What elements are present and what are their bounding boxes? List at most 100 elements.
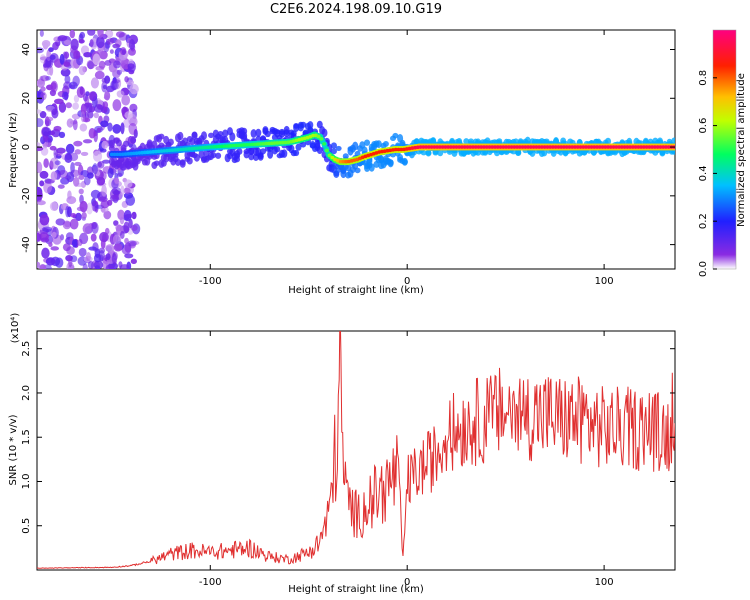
heatmap-cell (330, 142, 337, 150)
heatmap-cell (69, 30, 76, 39)
heatmap-cell (39, 111, 47, 119)
heatmap-cell (109, 49, 114, 54)
heatmap-cell (70, 212, 77, 218)
heatmap-cell (628, 145, 633, 149)
heatmap-cell (120, 122, 125, 135)
heatmap-cell (112, 79, 121, 84)
heatmap-cell (40, 86, 46, 92)
heatmap-cell (82, 139, 93, 144)
heatmap-cell (128, 122, 138, 135)
heatmap-cell (418, 145, 423, 149)
heatmap-cell (128, 48, 136, 56)
heatmap-cell (96, 176, 106, 186)
heatmap-cell (528, 145, 533, 149)
heatmap-cell (104, 90, 111, 101)
heatmap-cell (69, 218, 79, 230)
heatmap-cell (666, 145, 671, 149)
heatmap-cell (61, 91, 69, 100)
heatmap-cell (158, 133, 165, 140)
heatmap-cell (79, 232, 89, 245)
y-tick-label: 2.0 (21, 385, 32, 401)
heatmap-cell (58, 101, 67, 113)
heatmap-cell (583, 145, 588, 149)
heatmap-cell (531, 145, 536, 149)
snr-xlabel: Height of straight line (km) (288, 584, 424, 595)
chart-title: C2E6.2024.198.09.10.G19 (269, 2, 443, 17)
heatmap-cell (123, 187, 131, 194)
heatmap-cell (53, 98, 64, 105)
heatmap-cell (454, 145, 459, 149)
heatmap-cell (130, 258, 137, 265)
heatmap-cell (327, 153, 332, 158)
heatmap-cell (354, 167, 361, 174)
heatmap-cell (40, 237, 50, 243)
heatmap-cell (476, 145, 481, 149)
heatmap-cell (37, 161, 43, 174)
heatmap-cell (129, 83, 139, 95)
heatmap-cell (96, 127, 102, 133)
heatmap-cell (586, 145, 591, 149)
heatmap-cell (468, 145, 473, 149)
heatmap-cell (88, 105, 96, 113)
heatmap-cell (200, 131, 207, 141)
heatmap-cell (575, 145, 580, 149)
heatmap-cell (96, 104, 103, 110)
heatmap-cell (56, 147, 66, 154)
heatmap-cell (120, 47, 127, 56)
heatmap-cell (53, 125, 62, 132)
y-tick-label: 2.5 (21, 341, 32, 357)
heatmap-cell (495, 145, 500, 149)
heatmap-cell (49, 54, 56, 60)
heatmap-cell (177, 131, 184, 141)
heatmap-cell (130, 224, 138, 232)
heatmap-cell (437, 149, 444, 157)
snr-frame (36, 330, 676, 571)
heatmap-cell (151, 140, 158, 149)
heatmap-cell (335, 145, 342, 151)
heatmap-cell (559, 145, 564, 149)
heatmap-cell (498, 145, 503, 149)
heatmap-cell (605, 137, 612, 145)
heatmap-cell (561, 145, 566, 149)
heatmap-cell (597, 145, 602, 149)
heatmap-cell (45, 257, 56, 266)
heatmap-cell (545, 145, 550, 149)
heatmap-cell (90, 77, 100, 89)
heatmap-cell (463, 138, 470, 145)
heatmap-cell (41, 247, 50, 259)
x-tick-label: 0 (404, 577, 410, 588)
x-tick-label: 100 (595, 577, 614, 588)
heatmap-cell (98, 254, 104, 262)
heatmap-cell (50, 171, 58, 181)
heatmap-cell (650, 145, 655, 149)
heatmap-cell (658, 145, 663, 149)
heatmap-cell (119, 264, 130, 269)
heatmap-cell (504, 145, 509, 149)
heatmap-cell (556, 145, 561, 149)
heatmap-cell (83, 176, 91, 186)
heatmap-cell (241, 131, 248, 140)
heatmap-cell (189, 137, 196, 146)
heatmap-cell (608, 145, 613, 149)
heatmap-cell (274, 146, 281, 153)
heatmap-cell (80, 151, 89, 156)
heatmap-cell (39, 180, 45, 187)
heatmap-cell (112, 234, 122, 245)
heatmap-cell (572, 145, 577, 149)
spectrogram-cells (37, 30, 675, 269)
heatmap-cell (78, 175, 85, 181)
heatmap-cell (52, 42, 59, 51)
heatmap-cell (105, 264, 114, 269)
heatmap-cell (109, 152, 114, 157)
heatmap-cell (300, 141, 307, 148)
heatmap-cell (606, 145, 611, 149)
heatmap-cell (48, 241, 53, 248)
heatmap-cell (539, 145, 544, 149)
heatmap-cell (392, 132, 399, 139)
heatmap-cell (112, 152, 117, 157)
heatmap-cell (41, 39, 51, 48)
colorbar-tick-label: 0.0 (698, 261, 709, 277)
heatmap-cell (520, 145, 525, 149)
heatmap-cell (470, 145, 475, 149)
heatmap-cell (661, 145, 666, 149)
